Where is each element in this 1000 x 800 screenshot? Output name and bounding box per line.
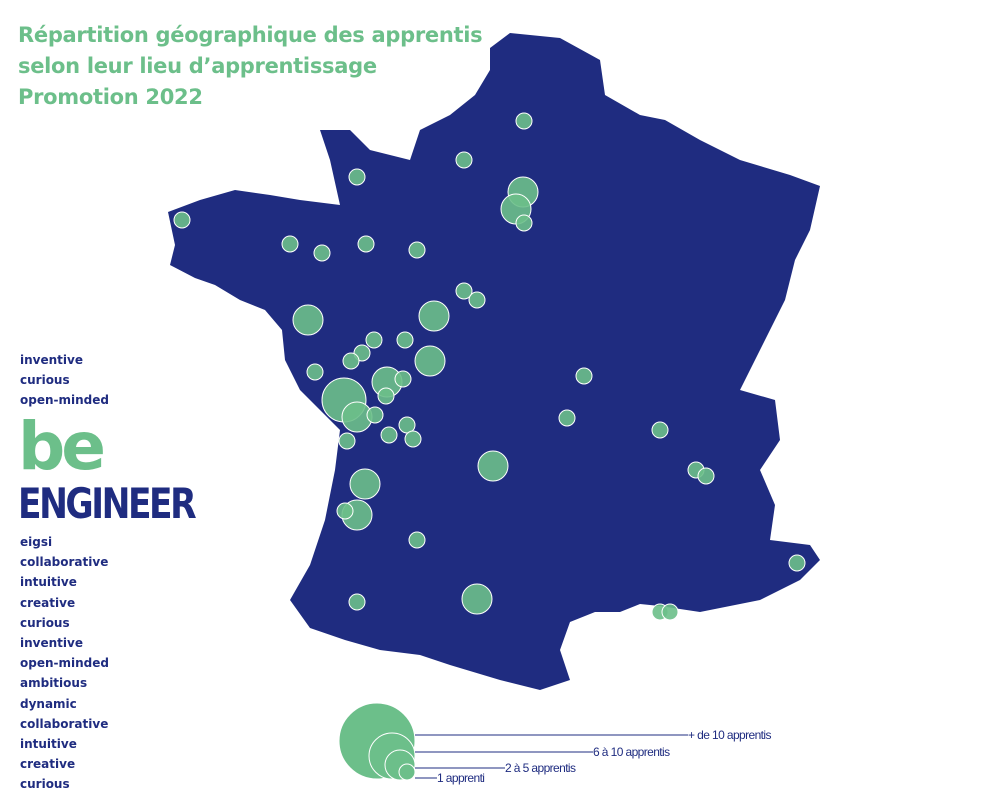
- bubble: [349, 468, 381, 500]
- bubble: [515, 214, 533, 232]
- value-word: collaborative: [20, 555, 109, 570]
- bubble: [342, 352, 360, 370]
- bubble: [414, 345, 446, 377]
- title-line-3: Promotion 2022: [18, 85, 203, 109]
- values-list-bottom: eigsi collaborative intuitive creative c…: [20, 532, 109, 795]
- title-line-2: selon leur lieu d’apprentissage: [18, 54, 377, 78]
- value-word: ambitious: [20, 676, 88, 691]
- bubble: [313, 244, 331, 262]
- bubble: [697, 467, 715, 485]
- value-word: eigsi: [20, 535, 53, 549]
- bubble: [306, 363, 324, 381]
- value-word: curious: [20, 373, 70, 388]
- apprentice-bubbles: [173, 112, 806, 621]
- bubble: [336, 502, 354, 520]
- bubble: [404, 430, 422, 448]
- bubble: [515, 112, 533, 130]
- bubble: [661, 603, 679, 621]
- value-word: curious: [20, 615, 70, 630]
- bubble: [366, 406, 384, 424]
- france-mainland-shape: [168, 33, 820, 690]
- legend-label-6to10: 6 à 10 apprentis: [593, 745, 670, 759]
- bubble: [281, 235, 299, 253]
- value-word: dynamic: [20, 696, 77, 711]
- bubble: [338, 432, 356, 450]
- bubble: [455, 282, 473, 300]
- legend-label-2to5: 2 à 5 apprentis: [505, 761, 576, 775]
- bubble: [455, 151, 473, 169]
- bubble: [292, 304, 324, 336]
- bubble: [418, 300, 450, 332]
- title-line-1: Répartition géographique des apprentis: [18, 23, 483, 47]
- size-legend: + de 10 apprentis 6 à 10 apprentis 2 à 5…: [338, 702, 772, 785]
- bubble: [348, 168, 366, 186]
- brand-engineer: ENGINEER: [18, 479, 197, 528]
- bubble: [357, 235, 375, 253]
- bubble: [348, 593, 366, 611]
- bubble: [377, 387, 395, 405]
- bubble: [788, 554, 806, 572]
- value-word: inventive: [20, 353, 83, 367]
- value-word: curious: [20, 777, 70, 792]
- bubble: [461, 583, 493, 615]
- value-word: open-minded: [20, 656, 109, 671]
- bubble: [365, 331, 383, 349]
- bubble: [380, 426, 398, 444]
- bubble: [558, 409, 576, 427]
- bubble: [408, 241, 426, 259]
- legend-label-1: 1 apprenti: [437, 771, 484, 785]
- value-word: intuitive: [20, 737, 77, 752]
- values-list-top: inventive curious open-minded: [20, 350, 109, 411]
- bubble: [394, 370, 412, 388]
- bubble: [651, 421, 669, 439]
- bubble: [408, 531, 426, 549]
- bubble: [173, 211, 191, 229]
- bubble: [575, 367, 593, 385]
- value-word: creative: [20, 595, 76, 610]
- legend-bubble-tiny: [398, 763, 416, 781]
- bubble: [468, 291, 486, 309]
- value-word: collaborative: [20, 716, 109, 731]
- map-title: Répartition géographique des apprentis s…: [18, 20, 483, 113]
- value-word: intuitive: [20, 575, 77, 590]
- value-word: open-minded: [20, 393, 109, 408]
- brand-be: be: [18, 408, 106, 485]
- value-word: inventive: [20, 636, 83, 651]
- value-word: creative: [20, 757, 76, 772]
- legend-label-10plus: + de 10 apprentis: [688, 728, 771, 742]
- bubble: [477, 450, 509, 482]
- bubble: [396, 331, 414, 349]
